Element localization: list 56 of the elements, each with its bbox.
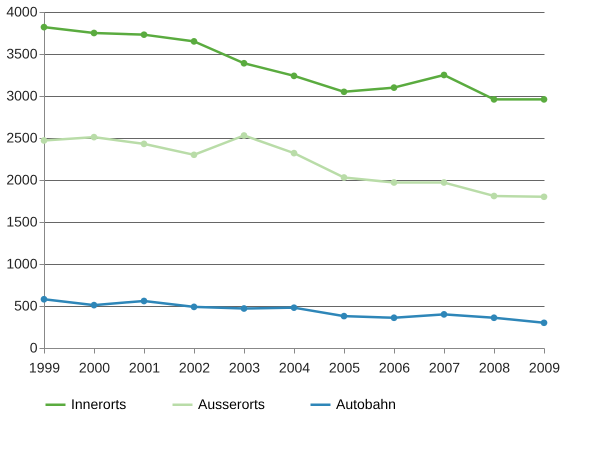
point: [190, 303, 198, 310]
point: [40, 296, 48, 303]
point: [140, 140, 148, 148]
y-tick-label: 3000: [6, 88, 38, 104]
point: [390, 179, 398, 186]
point: [240, 132, 248, 139]
point: [40, 24, 48, 30]
y-tick-label: 3500: [6, 46, 38, 62]
x-tick-label: 2003: [228, 360, 260, 376]
x-tick-label: 2004: [278, 360, 310, 376]
point: [340, 88, 348, 96]
point: [290, 304, 298, 312]
point: [490, 314, 498, 322]
x-tick-label: 2007: [428, 360, 460, 376]
x-tick-label: 1999: [28, 360, 60, 376]
y-tick-label: 0: [30, 340, 38, 356]
y-tick-label: 2000: [6, 172, 38, 188]
x-tick-label: 2008: [478, 360, 510, 376]
point: [190, 151, 198, 158]
point: [440, 72, 448, 78]
point: [440, 179, 448, 186]
x-tick-label: 2005: [328, 360, 360, 376]
x-tick-label: 2002: [178, 360, 210, 376]
x-tick-label: 2001: [128, 360, 160, 376]
point: [390, 314, 398, 322]
y-tick-label: 1000: [6, 256, 38, 272]
point: [440, 311, 448, 318]
point: [290, 72, 298, 80]
point: [140, 31, 148, 38]
point: [540, 193, 548, 200]
legend-label: Autobahn: [336, 396, 396, 412]
point: [340, 312, 348, 320]
x-tick-label: 2006: [378, 360, 410, 376]
point: [90, 30, 98, 36]
x-tick-label: 2000: [78, 360, 110, 376]
point: [540, 96, 548, 103]
y-tick-label: 1500: [6, 214, 38, 230]
point: [40, 137, 48, 144]
point: [540, 319, 548, 326]
point: [140, 298, 148, 304]
point: [290, 150, 298, 156]
point: [340, 174, 348, 181]
point: [90, 134, 98, 141]
point: [490, 192, 498, 200]
point: [240, 60, 248, 67]
y-tick-label: 500: [14, 298, 38, 314]
point: [240, 305, 248, 312]
legend-label: Innerorts: [71, 396, 126, 412]
point: [390, 84, 398, 91]
point: [490, 96, 498, 103]
y-tick-label: 2500: [6, 130, 38, 146]
point: [190, 38, 198, 45]
y-tick-label: 4000: [6, 4, 38, 20]
x-tick-label: 2009: [528, 360, 560, 376]
point: [90, 302, 98, 309]
legend-label: Ausserorts: [198, 396, 265, 412]
